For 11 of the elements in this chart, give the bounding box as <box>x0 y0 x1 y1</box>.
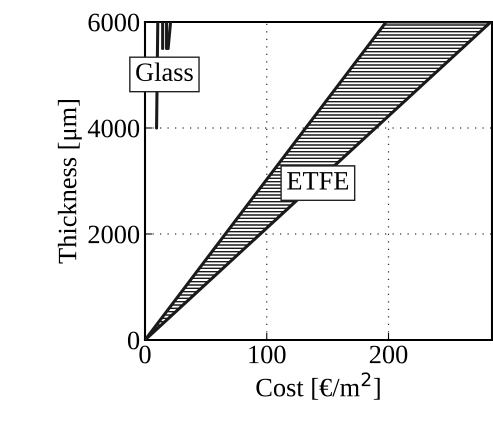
x-tick-label: 0 <box>139 346 151 364</box>
y-axis-title: Thickness [μm] <box>58 100 82 264</box>
y-tick-label: 4000 <box>88 120 140 138</box>
x-tick-label: 100 <box>249 346 286 364</box>
x-axis-title: Cost [€/m$^{2}$] <box>256 372 380 400</box>
annotation: ETFE <box>287 172 348 190</box>
y-tick-label: 2000 <box>88 226 140 244</box>
y-tick-label: 6000 <box>88 14 140 32</box>
x-tick-label: 200 <box>370 346 408 364</box>
annotation: Glass <box>136 62 193 82</box>
y-tick-label: 0 <box>128 332 140 350</box>
